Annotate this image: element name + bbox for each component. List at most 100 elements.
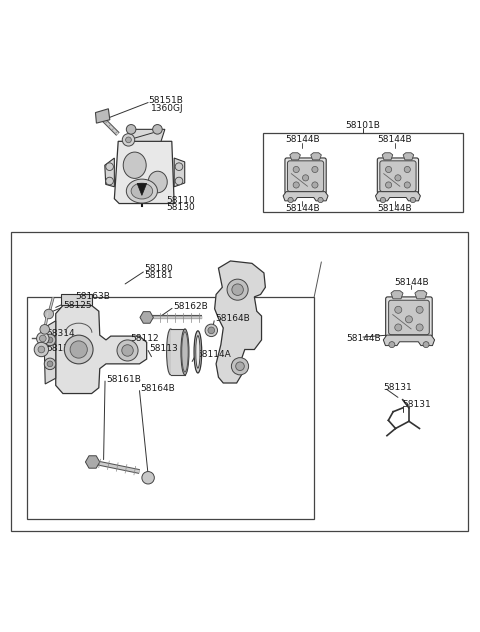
Polygon shape xyxy=(60,295,92,305)
Text: 58164B: 58164B xyxy=(215,314,250,324)
Circle shape xyxy=(208,327,215,334)
Polygon shape xyxy=(384,335,434,346)
Circle shape xyxy=(293,182,300,188)
Circle shape xyxy=(395,324,402,331)
Polygon shape xyxy=(96,109,110,123)
Circle shape xyxy=(106,163,113,171)
Text: 58181: 58181 xyxy=(144,271,173,280)
Circle shape xyxy=(40,325,49,334)
Polygon shape xyxy=(137,183,147,195)
Text: 58162B: 58162B xyxy=(173,302,208,311)
Circle shape xyxy=(126,137,132,143)
Circle shape xyxy=(404,166,410,173)
Polygon shape xyxy=(114,142,174,204)
Text: 58161B: 58161B xyxy=(106,375,141,384)
Circle shape xyxy=(122,133,135,146)
Circle shape xyxy=(385,182,392,188)
Circle shape xyxy=(175,177,183,185)
Circle shape xyxy=(404,182,410,188)
Text: 58144B: 58144B xyxy=(377,204,412,213)
Polygon shape xyxy=(415,291,427,299)
Circle shape xyxy=(64,335,93,364)
Polygon shape xyxy=(403,153,414,160)
Circle shape xyxy=(385,166,392,173)
Circle shape xyxy=(293,166,300,173)
Circle shape xyxy=(302,175,309,181)
Polygon shape xyxy=(375,191,420,201)
Circle shape xyxy=(380,197,385,203)
Text: 58180: 58180 xyxy=(144,264,173,272)
Circle shape xyxy=(395,175,401,181)
Circle shape xyxy=(44,309,54,319)
FancyBboxPatch shape xyxy=(385,297,432,337)
Ellipse shape xyxy=(126,179,157,203)
Circle shape xyxy=(410,197,416,203)
Circle shape xyxy=(70,341,87,358)
Ellipse shape xyxy=(196,336,200,368)
Ellipse shape xyxy=(181,329,189,375)
Circle shape xyxy=(36,332,49,344)
Text: 58144B: 58144B xyxy=(285,135,320,144)
Polygon shape xyxy=(170,329,185,375)
Text: 58144B: 58144B xyxy=(346,334,381,343)
Circle shape xyxy=(38,346,45,353)
Ellipse shape xyxy=(148,171,167,193)
Text: 58125F: 58125F xyxy=(46,344,80,353)
Circle shape xyxy=(34,343,48,356)
Text: 58144B: 58144B xyxy=(285,204,320,213)
Text: 58131: 58131 xyxy=(403,400,432,409)
Circle shape xyxy=(318,197,323,203)
Circle shape xyxy=(231,358,249,375)
Text: 1360GJ: 1360GJ xyxy=(151,104,183,112)
Ellipse shape xyxy=(167,329,175,375)
Circle shape xyxy=(232,284,243,295)
Polygon shape xyxy=(283,191,328,201)
Polygon shape xyxy=(85,456,100,468)
Text: 58164B: 58164B xyxy=(141,384,175,393)
Polygon shape xyxy=(56,305,147,394)
Circle shape xyxy=(106,177,113,185)
Circle shape xyxy=(389,342,395,348)
Polygon shape xyxy=(128,130,165,142)
Text: 58112: 58112 xyxy=(130,334,158,343)
Circle shape xyxy=(288,197,293,203)
Text: 58125: 58125 xyxy=(63,301,92,310)
FancyBboxPatch shape xyxy=(380,161,416,191)
Ellipse shape xyxy=(194,331,202,373)
Circle shape xyxy=(47,361,53,367)
Polygon shape xyxy=(44,321,56,384)
Ellipse shape xyxy=(131,183,153,199)
Text: 58101B: 58101B xyxy=(346,121,381,130)
FancyBboxPatch shape xyxy=(377,158,419,193)
Text: 58151B: 58151B xyxy=(148,96,183,105)
FancyBboxPatch shape xyxy=(285,158,326,193)
Circle shape xyxy=(44,358,56,370)
Text: 58113: 58113 xyxy=(149,344,178,353)
Polygon shape xyxy=(290,153,300,160)
Polygon shape xyxy=(382,153,393,160)
Text: 58131: 58131 xyxy=(384,383,412,392)
Text: 58314: 58314 xyxy=(46,329,75,337)
FancyBboxPatch shape xyxy=(389,300,429,334)
Circle shape xyxy=(312,182,318,188)
Polygon shape xyxy=(311,153,321,160)
Circle shape xyxy=(47,337,53,343)
Circle shape xyxy=(175,163,183,171)
Circle shape xyxy=(416,324,423,331)
Circle shape xyxy=(406,316,412,323)
Circle shape xyxy=(227,279,248,300)
FancyBboxPatch shape xyxy=(288,161,324,191)
Text: 58144B: 58144B xyxy=(394,278,429,287)
Circle shape xyxy=(416,307,423,313)
Circle shape xyxy=(117,340,138,361)
Text: 58144B: 58144B xyxy=(377,135,412,144)
Circle shape xyxy=(205,324,217,337)
Text: 58114A: 58114A xyxy=(196,349,231,359)
Text: 58163B: 58163B xyxy=(75,293,110,301)
Polygon shape xyxy=(140,312,154,323)
Polygon shape xyxy=(105,158,114,187)
Circle shape xyxy=(153,125,162,134)
Bar xyxy=(27,297,314,520)
Circle shape xyxy=(142,471,155,484)
Circle shape xyxy=(44,334,56,346)
